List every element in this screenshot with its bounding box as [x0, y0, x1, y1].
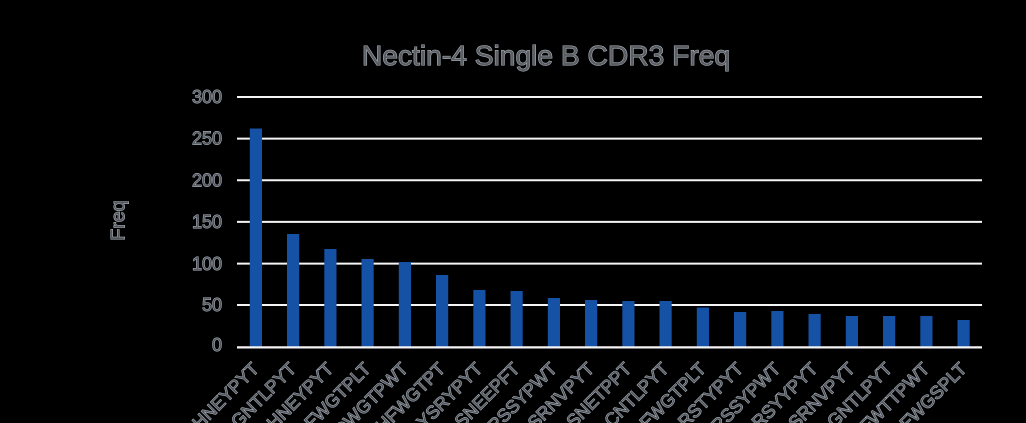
- svg-text:Freq: Freq: [108, 200, 130, 240]
- svg-text:150: 150: [192, 212, 222, 232]
- svg-text:250: 250: [192, 129, 222, 149]
- svg-text:300: 300: [192, 87, 222, 107]
- svg-text:200: 200: [192, 170, 222, 190]
- svg-text:0: 0: [212, 335, 222, 355]
- svg-text:100: 100: [192, 254, 222, 274]
- svg-text:Nectin-4 Single B CDR3 Freq: Nectin-4 Single B CDR3 Freq: [362, 39, 730, 71]
- svg-text:50: 50: [202, 295, 222, 315]
